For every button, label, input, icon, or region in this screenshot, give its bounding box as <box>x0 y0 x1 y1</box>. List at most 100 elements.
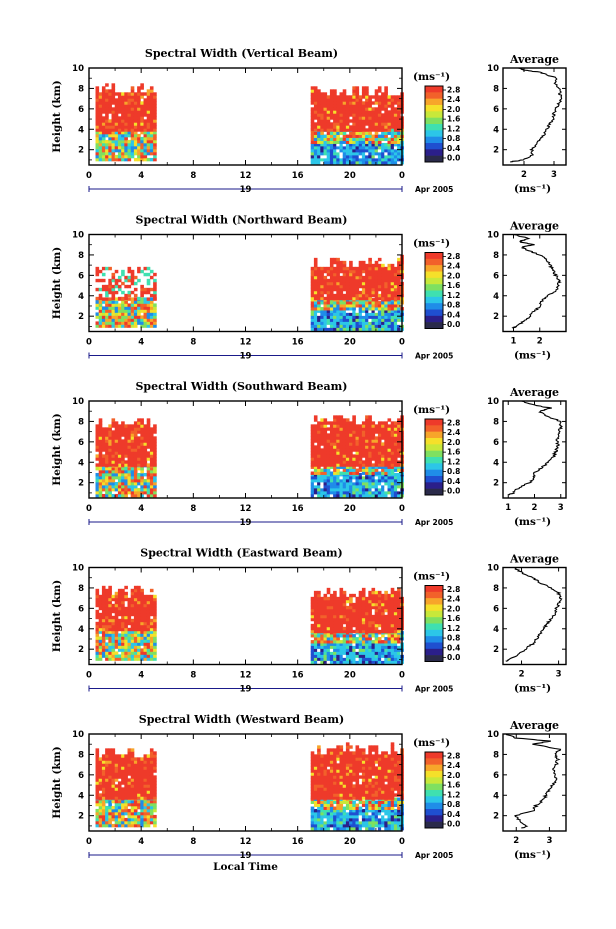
heatmap-cell <box>101 618 106 623</box>
heatmap-cell <box>317 101 321 105</box>
heatmap-cell <box>111 624 116 629</box>
heatmap-cell <box>365 602 369 607</box>
heatmap-cell <box>133 95 138 99</box>
heatmap-cell <box>153 306 157 310</box>
heatmap-cell <box>114 466 119 471</box>
heatmap-cell <box>108 484 112 489</box>
heatmap-cell <box>339 608 344 613</box>
heatmap-cell <box>323 490 328 495</box>
heatmap-cell <box>365 296 369 301</box>
heatmap-cell <box>355 148 360 153</box>
heatmap-cell <box>397 125 401 129</box>
heatmap-cell <box>384 484 388 489</box>
heatmap-cell <box>387 315 392 319</box>
heatmap-cell <box>349 484 353 489</box>
heatmap-cell <box>381 107 385 111</box>
heatmap-cell <box>114 808 119 813</box>
heatmap-cell <box>105 309 109 313</box>
heatmap-cell <box>352 484 356 489</box>
heatmap-cell <box>390 463 395 467</box>
heatmap-cell <box>384 424 388 428</box>
heatmap-cell <box>320 318 324 322</box>
heatmap-cell <box>342 654 347 658</box>
heatmap-cell <box>361 309 366 313</box>
heatmap-cell <box>358 645 363 649</box>
heatmap-cell <box>310 645 315 649</box>
heatmap-cell <box>320 433 324 437</box>
heatmap-cell <box>108 157 112 162</box>
heatmap-cell <box>361 86 366 90</box>
heatmap-cell <box>130 142 135 147</box>
heatmap-cell <box>358 468 363 472</box>
heatmap-cell <box>355 318 360 322</box>
heatmap-cell <box>358 493 363 498</box>
heatmap-cell <box>320 119 324 123</box>
heatmap-cell <box>124 466 128 471</box>
heatmap-cell <box>333 605 337 610</box>
heatmap-cell <box>336 275 340 280</box>
heatmap-cell <box>105 600 109 605</box>
heatmap-cell <box>336 451 340 455</box>
heatmap-cell <box>374 660 379 664</box>
heatmap-cell <box>349 272 353 277</box>
heatmap-cell <box>127 130 132 135</box>
heatmap-cell <box>393 602 398 607</box>
heatmap-cell <box>323 125 328 129</box>
heatmap-cell <box>133 603 138 608</box>
heatmap-cell <box>368 134 372 138</box>
heatmap-cell <box>105 83 109 87</box>
heatmap-cell <box>111 148 116 153</box>
heatmap-cell <box>352 116 356 120</box>
heatmap-cell <box>121 633 125 637</box>
heatmap-cell <box>384 629 388 634</box>
heatmap-cell <box>365 272 369 277</box>
heatmap-cell <box>361 623 366 628</box>
heatmap-cell <box>352 478 356 483</box>
heatmap-cell <box>130 448 135 452</box>
heatmap-cell <box>342 301 347 305</box>
heatmap-cell <box>313 148 318 153</box>
heatmap-cell <box>333 493 337 498</box>
heatmap-cell <box>137 133 141 138</box>
heatmap-cell <box>377 307 382 311</box>
heatmap-cell <box>393 95 398 99</box>
heatmap-cell <box>137 490 141 495</box>
heatmap-cell <box>101 448 106 452</box>
heatmap-cell <box>342 436 347 440</box>
heatmap-cell <box>124 98 128 102</box>
heatmap-cell <box>352 614 356 619</box>
heatmap-cell <box>114 116 119 120</box>
heatmap-cell <box>371 442 376 446</box>
heatmap-cell <box>98 615 103 620</box>
heatmap-cell <box>374 293 379 298</box>
heatmap-cell <box>323 611 328 616</box>
heatmap-cell <box>313 433 318 437</box>
heatmap-cell <box>117 609 122 614</box>
heatmap-cell <box>111 133 116 138</box>
heatmap-cell <box>339 119 344 123</box>
heatmap-cell <box>371 475 376 480</box>
heatmap-cell <box>349 433 353 437</box>
heatmap-cell <box>143 481 148 486</box>
heatmap-cell <box>361 134 366 138</box>
heatmap-cell <box>105 645 109 649</box>
heatmap-cell <box>143 442 148 446</box>
heatmap-cell <box>114 591 119 596</box>
heatmap-cell <box>127 125 132 129</box>
heatmap-cell <box>342 611 347 616</box>
heatmap-cell <box>108 436 112 440</box>
heatmap-cell <box>320 327 324 331</box>
heatmap-cell <box>137 603 141 608</box>
heatmap-cell <box>326 107 331 111</box>
heatmap-cell <box>349 95 353 99</box>
heatmap-cell <box>384 110 388 114</box>
heatmap-cell <box>114 290 119 295</box>
heatmap-cell <box>371 626 376 631</box>
heatmap-cell <box>317 436 321 440</box>
heatmap-cell <box>105 469 109 474</box>
heatmap-cell <box>333 98 337 102</box>
heatmap-cell <box>387 327 392 331</box>
y-tick-label: 2 <box>78 479 84 489</box>
heatmap-cell <box>374 128 379 132</box>
heatmap-cell <box>358 442 363 446</box>
